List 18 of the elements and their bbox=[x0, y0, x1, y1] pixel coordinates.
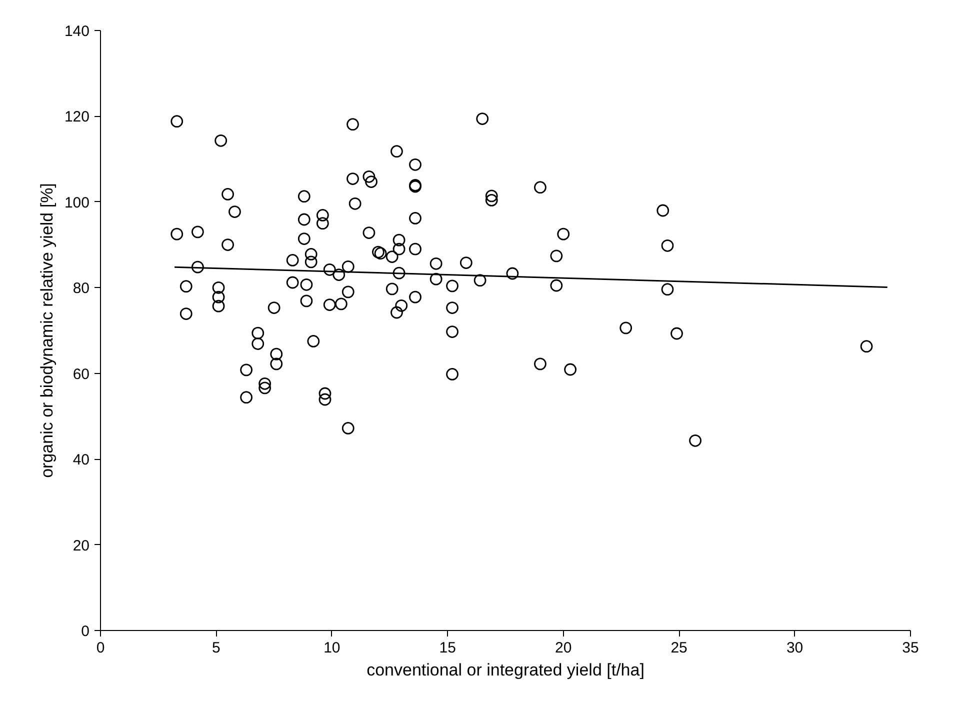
y-axis-title: organic or biodynamic relative yield [%] bbox=[37, 183, 56, 478]
x-tick-label: 5 bbox=[212, 640, 220, 656]
x-tick-label: 35 bbox=[902, 640, 919, 656]
x-tick-label: 25 bbox=[670, 640, 688, 656]
y-tick-label: 60 bbox=[72, 366, 90, 383]
x-axis-title: conventional or integrated yield [t/ha] bbox=[366, 660, 644, 680]
y-tick-label: 80 bbox=[72, 280, 90, 298]
y-tick-label: 120 bbox=[64, 108, 90, 126]
x-tick-label: 0 bbox=[96, 640, 105, 656]
x-tick-label: 30 bbox=[786, 640, 804, 656]
x-tick-label: 20 bbox=[555, 640, 572, 656]
y-tick-label: 40 bbox=[72, 452, 90, 469]
y-tick-label: 140 bbox=[64, 23, 90, 40]
x-tick-label: 10 bbox=[324, 640, 340, 656]
y-tick-label: 20 bbox=[72, 537, 90, 554]
x-tick-label: 15 bbox=[439, 640, 456, 656]
y-tick-label: 100 bbox=[64, 194, 90, 212]
y-tick-label: 0 bbox=[81, 623, 90, 640]
